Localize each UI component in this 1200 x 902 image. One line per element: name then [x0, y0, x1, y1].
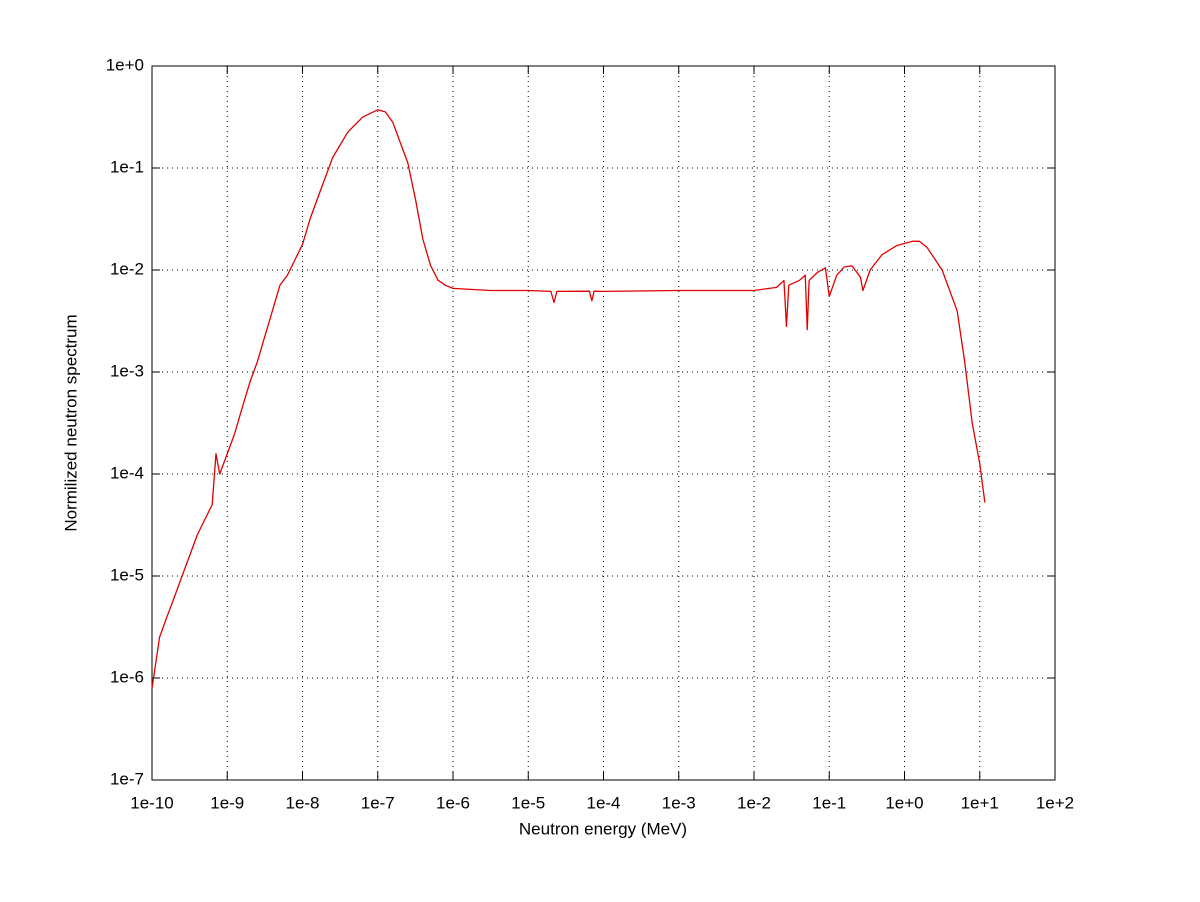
x-tick-label: 1e-4 [586, 793, 620, 812]
y-tick-label: 1e-5 [110, 565, 144, 584]
y-axis-title: Normilized neutron spectrum [61, 314, 80, 531]
x-tick-label: 1e-10 [130, 793, 173, 812]
y-tick-label: 1e+0 [106, 55, 144, 74]
y-tick-label: 1e-7 [110, 769, 144, 788]
y-tick-label: 1e-6 [110, 667, 144, 686]
y-tick-label: 1e-3 [110, 361, 144, 380]
plot-frame [151, 65, 1056, 781]
x-tick-label: 1e+1 [961, 793, 999, 812]
x-axis-title: Neutron energy (MeV) [519, 819, 687, 838]
x-tick-label: 1e-6 [436, 793, 470, 812]
y-tick-label: 1e-1 [110, 157, 144, 176]
x-tick-label: 1e-9 [210, 793, 244, 812]
x-tick-label: 1e-8 [285, 793, 319, 812]
x-tick-label: 1e-1 [812, 793, 846, 812]
y-tick-label: 1e-4 [110, 463, 144, 482]
x-tick-label: 1e+2 [1036, 793, 1074, 812]
x-tick-label: 1e-7 [361, 793, 395, 812]
x-tick-label: 1e+0 [885, 793, 923, 812]
y-tick-label: 1e-2 [110, 259, 144, 278]
x-tick-label: 1e-3 [662, 793, 696, 812]
x-tick-label: 1e-5 [511, 793, 545, 812]
x-tick-label: 1e-2 [737, 793, 771, 812]
spectrum-line [151, 109, 986, 689]
